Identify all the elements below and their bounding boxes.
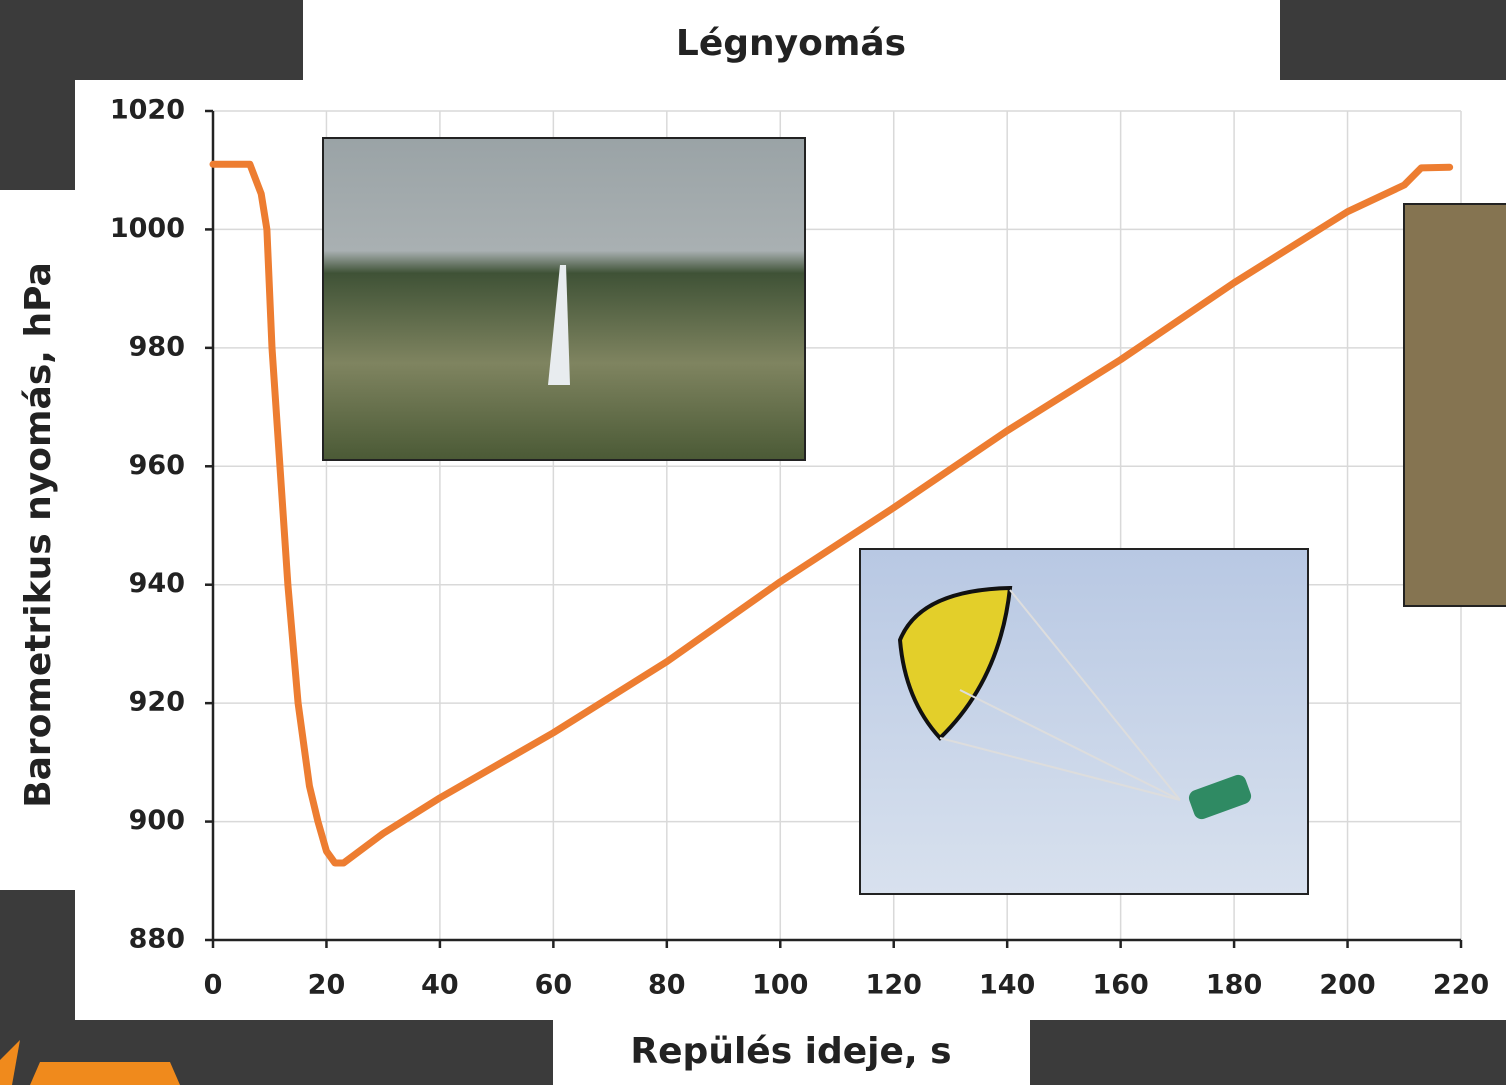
photo-landing	[1403, 203, 1506, 607]
x-tick-label: 80	[648, 970, 686, 1001]
y-tick-label: 880	[129, 924, 185, 955]
x-tick-label: 180	[1206, 970, 1262, 1001]
y-axis-label: Barometrikus nyomás, hPa	[18, 262, 59, 808]
x-tick-label: 200	[1319, 970, 1375, 1001]
chart-title: Légnyomás	[676, 23, 906, 64]
x-tick-label: 20	[308, 970, 346, 1001]
payload	[1188, 774, 1252, 820]
y-tick-label: 920	[129, 687, 185, 718]
y-tick-label: 900	[129, 805, 185, 836]
y-tick-label: 980	[129, 331, 185, 362]
ylabel-box	[0, 190, 75, 890]
plot	[209, 160, 1454, 867]
x-axis-label: Repülés ideje, s	[630, 1031, 951, 1072]
y-tick-label: 1020	[110, 95, 185, 126]
x-tick-label: 140	[979, 970, 1035, 1001]
parachute	[897, 585, 1013, 741]
parachute-lines	[939, 589, 1181, 801]
smoke-trail	[548, 265, 570, 385]
xlabel-box	[553, 1020, 1030, 1085]
x-tick-label: 0	[204, 970, 223, 1001]
decoration	[0, 1040, 20, 1085]
x-tick-label: 40	[421, 970, 459, 1001]
x-tick-label: 120	[866, 970, 922, 1001]
x-tick-label: 60	[535, 970, 573, 1001]
title-box	[303, 0, 1280, 80]
x-tick-label: 160	[1092, 970, 1148, 1001]
x-tick-label: 100	[752, 970, 808, 1001]
decoration	[30, 1062, 180, 1085]
y-tick-label: 960	[129, 450, 185, 481]
x-tick-label: 220	[1433, 970, 1489, 1001]
y-tick-label: 940	[129, 568, 185, 599]
y-tick-label: 1000	[110, 213, 185, 244]
data-line	[209, 160, 1454, 867]
